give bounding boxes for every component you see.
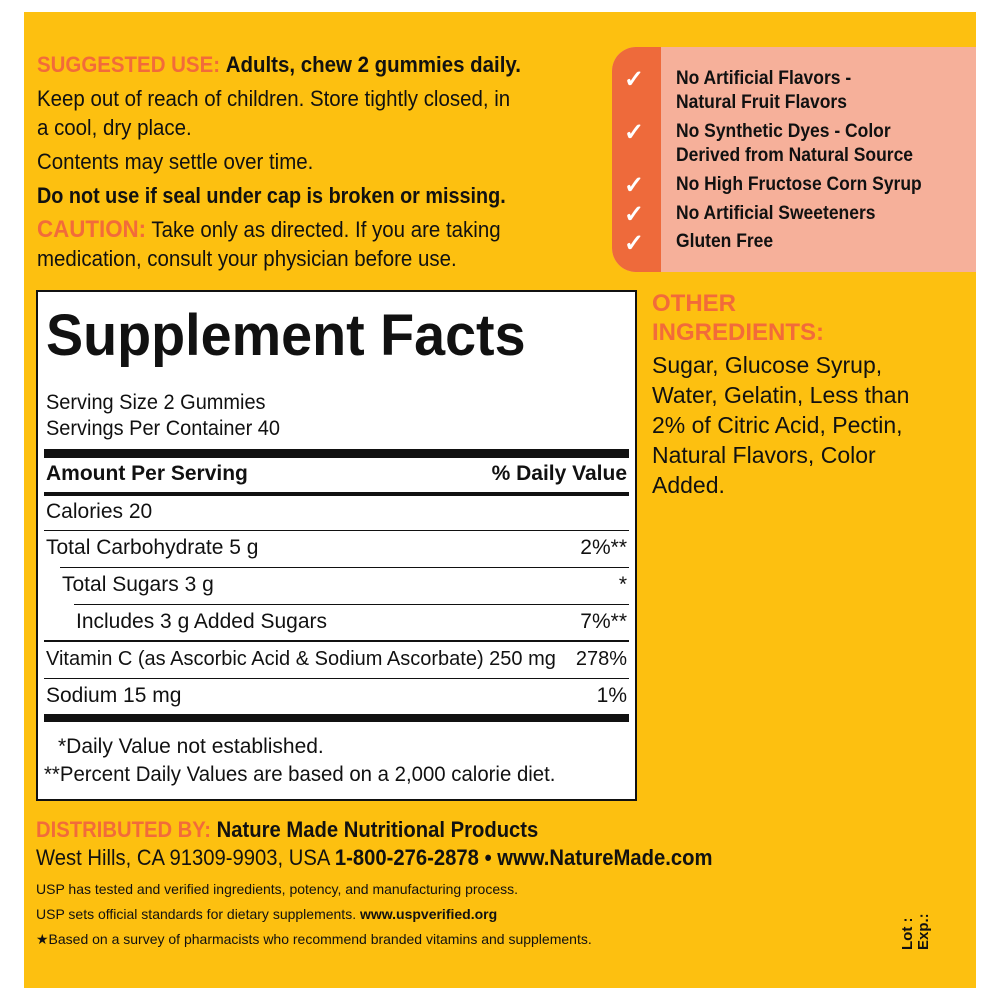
caution-text-1: Take only as directed. If you are taking <box>151 217 501 242</box>
settle-line: Contents may settle over time. <box>37 149 314 174</box>
claim-item: Natural Fruit Flavors <box>676 92 847 113</box>
nutrient-name: Total Carbohydrate 5 g <box>46 536 259 559</box>
facts-row: Vitamin C (as Ascorbic Acid & Sodium Asc… <box>46 644 627 674</box>
amount-per-serving: Amount Per Serving <box>46 462 248 485</box>
ingredient-line: 2% of Citric Acid, Pectin, <box>652 412 903 438</box>
ingredient-line: Added. <box>652 472 725 498</box>
suggested-use-bold: Adults, chew 2 gummies daily. <box>225 52 521 77</box>
distributed-line: DISTRIBUTED BY: Nature Made Nutritional … <box>36 816 538 844</box>
usp-website: www.uspverified.org <box>359 906 498 922</box>
claims-strip <box>612 47 661 272</box>
storage-line-2: a cool, dry place. <box>37 115 192 140</box>
nutrient-name: Sodium 15 mg <box>46 684 182 707</box>
storage-line-1: Keep out of reach of children. Store tig… <box>37 86 511 111</box>
thick-divider <box>44 449 629 458</box>
other-ingredients-label-1: OTHER <box>652 290 736 317</box>
caution-label: CAUTION: <box>37 216 147 243</box>
divider <box>44 530 629 531</box>
divider <box>44 640 629 642</box>
facts-row: Total Carbohydrate 5 g 2%** <box>46 533 627 563</box>
servings-per-container: Servings Per Container 40 <box>46 417 280 440</box>
caution-line: CAUTION: Take only as directed. If you a… <box>37 216 501 244</box>
daily-value: * <box>618 573 627 596</box>
divider <box>74 604 629 605</box>
other-ingredients-label-2: INGREDIENTS: <box>652 319 825 346</box>
nutrient-name: Calories 20 <box>46 500 153 523</box>
serving-size: Serving Size 2 Gummies <box>46 391 266 414</box>
usp-line-1: USP has tested and verified ingredients,… <box>36 881 518 897</box>
survey-note: ★Based on a survey of pharmacists who re… <box>36 931 592 947</box>
footnote-2: **Percent Daily Values are based on a 2,… <box>44 763 556 786</box>
daily-value: 1% <box>596 684 627 707</box>
claim-item: Gluten Free <box>676 231 774 252</box>
facts-row: Sodium 15 mg 1% <box>46 681 627 711</box>
caution-text-2: medication, consult your physician befor… <box>37 246 457 271</box>
facts-row: Calories 20 <box>46 497 627 527</box>
claims-panel: ✓ ✓ ✓ ✓ ✓ No Artificial Flavors - Natura… <box>612 47 976 272</box>
lot-exp: Lot : Exp.: <box>899 913 932 950</box>
address: West Hills, CA 91309-9903, USA <box>36 845 330 870</box>
facts-title: Supplement Facts <box>46 303 526 368</box>
check-icon: ✓ <box>624 119 645 146</box>
distributed-label: DISTRIBUTED BY: <box>36 817 212 842</box>
facts-row: Includes 3 g Added Sugars 7%** <box>76 607 627 637</box>
claim-item: No Artificial Flavors - <box>676 68 852 89</box>
divider <box>60 567 629 568</box>
facts-row: Total Sugars 3 g * <box>62 570 627 600</box>
nutrient-name: Vitamin C (as Ascorbic Acid & Sodium Asc… <box>46 648 556 670</box>
website: • www.NatureMade.com <box>484 845 713 870</box>
divider <box>44 678 629 679</box>
address-line: West Hills, CA 91309-9903, USA 1-800-276… <box>36 844 712 872</box>
ingredient-line: Natural Flavors, Color <box>652 442 876 468</box>
suggested-use-label: SUGGESTED USE: <box>37 52 221 77</box>
daily-value: 2%** <box>580 536 627 559</box>
daily-value-header: % Daily Value <box>491 462 627 485</box>
daily-value: 278% <box>575 648 627 670</box>
check-icon: ✓ <box>624 230 645 257</box>
thick-divider <box>44 714 629 722</box>
supplement-facts-panel: Supplement Facts Serving Size 2 Gummies … <box>36 290 637 801</box>
usp-line-2: USP sets official standards for dietary … <box>36 904 497 924</box>
daily-value: 7%** <box>580 610 627 633</box>
footnote-1: *Daily Value not established. <box>58 735 324 758</box>
nutrient-name: Total Sugars 3 g <box>62 573 214 596</box>
exp-label: Exp.: <box>915 913 932 950</box>
check-icon: ✓ <box>624 66 645 93</box>
phone: 1-800-276-2878 <box>334 845 479 870</box>
divider <box>44 492 629 496</box>
suggested-use-line: SUGGESTED USE: Adults, chew 2 gummies da… <box>37 51 521 79</box>
claim-item: Derived from Natural Source <box>676 145 914 166</box>
usp-standards: USP sets official standards for dietary … <box>36 906 357 922</box>
company-name: Nature Made Nutritional Products <box>216 817 539 842</box>
nutrient-name: Includes 3 g Added Sugars <box>76 610 328 633</box>
ingredient-line: Water, Gelatin, Less than <box>652 382 910 408</box>
ingredient-line: Sugar, Glucose Syrup, <box>652 352 883 378</box>
claim-item: No High Fructose Corn Syrup <box>676 174 922 195</box>
check-icon: ✓ <box>624 172 645 199</box>
check-icon: ✓ <box>624 201 645 228</box>
header-row: Amount Per Serving % Daily Value <box>46 459 627 489</box>
lot-label: Lot : <box>899 917 916 950</box>
claim-item: No Synthetic Dyes - Color <box>676 121 891 142</box>
seal-warning: Do not use if seal under cap is broken o… <box>37 183 506 208</box>
claim-item: No Artificial Sweeteners <box>676 203 876 224</box>
